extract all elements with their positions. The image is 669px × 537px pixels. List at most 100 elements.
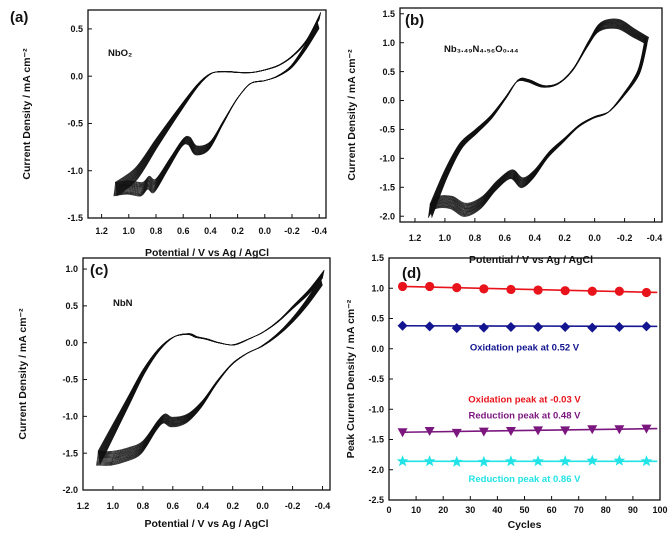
data-point-circle (452, 283, 462, 293)
data-point-circle (560, 286, 570, 296)
x-axis-label: Potential / V vs Ag / AgCl (145, 247, 269, 259)
cv-trace-anodic (99, 270, 325, 465)
sample-label: NbO₂ (108, 48, 132, 59)
cv-trace-anodic (116, 12, 321, 195)
cv-trace-cathodic (429, 44, 648, 205)
cv-trace-anodic (99, 272, 325, 462)
panel-label: (c) (90, 262, 108, 279)
x-tick-label: 0.6 (499, 233, 512, 243)
cv-trace-anodic (99, 270, 325, 464)
x-tick-label: 1.2 (409, 233, 422, 243)
cv-trace-cathodic (429, 42, 647, 209)
y-tick-label: -1.5 (62, 448, 78, 458)
cv-trace-anodic (99, 270, 325, 465)
panel-d-chart: Oxidation peak at -0.03 V Oxidation peak … (345, 253, 668, 531)
y-tick-label: 0.5 (65, 301, 78, 311)
x-tick-label: 0.2 (558, 233, 571, 243)
cv-trace-anodic (98, 273, 324, 460)
y-tick-label: 1.0 (382, 38, 395, 48)
cv-trace-cathodic (96, 277, 321, 466)
plot-frame (87, 9, 327, 219)
data-point-circle (641, 287, 652, 298)
cv-trace-anodic (431, 18, 649, 218)
data-point-circle (397, 281, 408, 292)
cv-trace-anodic (116, 12, 321, 196)
cv-trace-cathodic (428, 41, 647, 211)
x-tick-label: 0 (386, 505, 391, 515)
cv-trace-anodic (116, 12, 322, 196)
data-point-triangle (614, 425, 625, 435)
x-tick-label: 0.4 (528, 233, 541, 243)
plot-frame (399, 7, 663, 223)
cv-trace-cathodic (428, 38, 646, 217)
data-point-star (478, 455, 490, 467)
cv-trace-anodic (99, 271, 325, 463)
cv-trace-cathodic (428, 39, 646, 215)
x-tick-label: 0.0 (256, 501, 269, 511)
sample-label: Nb₃.₄₉N₄.₅₆O₀.₄₄ (444, 44, 519, 55)
cv-trace-cathodic (429, 41, 647, 210)
data-point-triangle (478, 427, 489, 437)
x-tick-label: 1.2 (95, 226, 108, 236)
cv-trace-cathodic (429, 43, 647, 208)
data-point-star (505, 455, 517, 467)
x-tick-label: 30 (465, 505, 475, 515)
cv-trace-cathodic (427, 37, 646, 218)
cv-trace-cathodic (429, 42, 647, 208)
x-tick-label: 0.4 (204, 226, 217, 236)
x-tick-label: -0.4 (311, 226, 327, 236)
x-tick-label: -0.4 (315, 501, 331, 511)
y-tick-label: -1.0 (67, 166, 83, 176)
data-point-diamond (397, 320, 408, 331)
y-tick-label: -1.0 (368, 404, 384, 414)
x-tick-label: 0.2 (231, 226, 244, 236)
data-point-circle (506, 284, 516, 295)
data-point-diamond (505, 321, 516, 332)
x-tick-label: 0.0 (588, 233, 601, 243)
x-tick-label: -0.2 (617, 233, 633, 243)
x-tick-label: 1.2 (77, 501, 90, 511)
cv-trace-anodic (116, 13, 321, 195)
data-point-diamond (478, 322, 489, 333)
cv-trace-cathodic (97, 283, 323, 455)
data-point-circle (479, 284, 489, 294)
cv-trace-cathodic (97, 284, 323, 454)
y-tick-label: 1.5 (371, 253, 384, 263)
y-tick-label: 0.0 (65, 338, 78, 348)
y-tick-label: -1.0 (62, 412, 78, 422)
cv-trace-cathodic (97, 284, 323, 453)
y-tick-label: 0.0 (371, 344, 384, 354)
x-tick-label: -0.2 (284, 226, 300, 236)
panel-label: (b) (405, 12, 424, 29)
series-annotation: Reduction peak at 0.48 V (469, 410, 582, 421)
cv-trace-anodic (99, 271, 325, 463)
cv-trace-anodic (98, 273, 324, 460)
data-point-triangle (560, 426, 571, 436)
data-point-circle (533, 285, 543, 295)
y-axis-label: Current Density / mA cm⁻² (21, 48, 33, 180)
cv-trace-cathodic (113, 22, 318, 197)
data-point-star (423, 455, 436, 467)
y-tick-label: -1.5 (379, 182, 395, 192)
x-tick-label: 10 (411, 505, 421, 515)
x-tick-label: 0.0 (259, 226, 272, 236)
data-point-triangle (533, 426, 544, 436)
y-axis-label: Current Density / mA cm⁻² (17, 308, 29, 440)
data-point-star (640, 455, 653, 467)
x-tick-label: 1.0 (123, 226, 136, 236)
data-point-diamond (614, 321, 625, 332)
cv-trace-anodic (98, 272, 324, 461)
cv-trace-cathodic (428, 41, 647, 211)
cv-trace-cathodic (429, 43, 648, 206)
x-tick-label: 1.0 (439, 233, 452, 243)
cv-trace-cathodic (97, 284, 323, 453)
cv-trace-anodic (99, 269, 325, 466)
y-tick-label: 0.5 (70, 24, 83, 34)
data-point-triangle (397, 428, 408, 438)
cv-trace-cathodic (428, 40, 647, 212)
x-axis-label: Cycles (508, 519, 542, 531)
x-tick-label: 0.4 (196, 501, 209, 511)
data-point-star (532, 455, 544, 467)
y-tick-label: 0.5 (371, 314, 384, 324)
cv-trace-cathodic (97, 283, 323, 456)
